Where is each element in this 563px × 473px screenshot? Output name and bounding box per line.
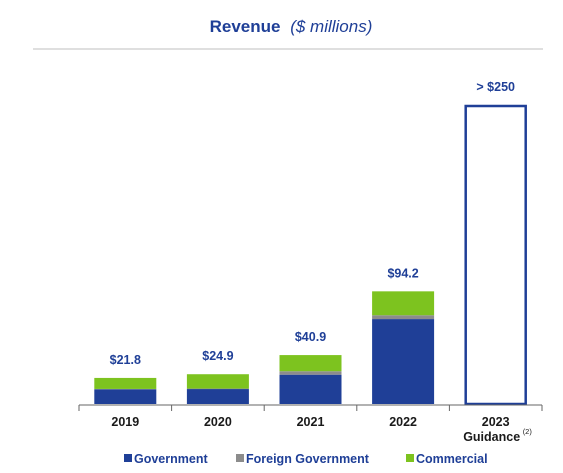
- bar-commercial-2022: [372, 291, 435, 316]
- x-axis-ticks: [78, 405, 543, 411]
- x-tick-sublabel: Guidance: [463, 430, 520, 444]
- total-label: $24.9: [202, 349, 233, 363]
- legend-label-commercial: Commercial: [416, 452, 488, 466]
- x-tick-label: 2021: [297, 415, 325, 429]
- bar-government-2019: [94, 389, 157, 404]
- total-label: $40.9: [295, 330, 326, 344]
- legend-swatch-foreign-government: [236, 454, 244, 462]
- total-label: > $250: [476, 80, 515, 94]
- x-tick-label: 2020: [204, 415, 232, 429]
- legend-label-foreign-government: Foreign Government: [246, 452, 370, 466]
- bar-foreign-government-2022: [372, 315, 435, 320]
- legend: Government Foreign Government Commercial: [124, 452, 488, 466]
- bar-commercial-2019: [94, 377, 157, 389]
- bar-commercial-2021: [279, 355, 342, 372]
- footnote-marker: (2): [523, 427, 533, 436]
- legend-swatch-commercial: [406, 454, 414, 462]
- bar-government-2021: [279, 374, 342, 404]
- x-tick-label: 2023: [482, 415, 510, 429]
- chart-title: Revenue ($ millions): [210, 17, 373, 36]
- total-labels: $21.8 $24.9 $40.9 $94.2 > $250: [110, 80, 515, 367]
- total-label: $21.8: [110, 353, 141, 367]
- bar-government-2022: [372, 319, 435, 404]
- bar-commercial-2020: [186, 374, 249, 389]
- chart-title-main: Revenue: [210, 17, 281, 36]
- x-tick-label: 2022: [389, 415, 417, 429]
- total-label: $94.2: [387, 266, 418, 280]
- x-tick-label: 2019: [111, 415, 139, 429]
- chart-title-unit: ($ millions): [290, 17, 372, 36]
- bar-government-2020: [186, 389, 249, 404]
- bar-foreign-government-2021: [279, 371, 342, 375]
- legend-swatch-government: [124, 454, 132, 462]
- bars-layer: [94, 104, 527, 406]
- legend-label-government: Government: [134, 452, 208, 466]
- bar-guidance-outline: [464, 104, 527, 406]
